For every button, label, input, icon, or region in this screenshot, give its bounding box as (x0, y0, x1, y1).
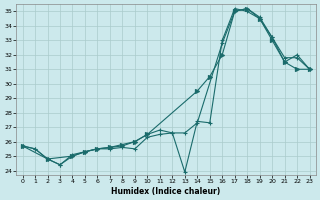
X-axis label: Humidex (Indice chaleur): Humidex (Indice chaleur) (111, 187, 221, 196)
